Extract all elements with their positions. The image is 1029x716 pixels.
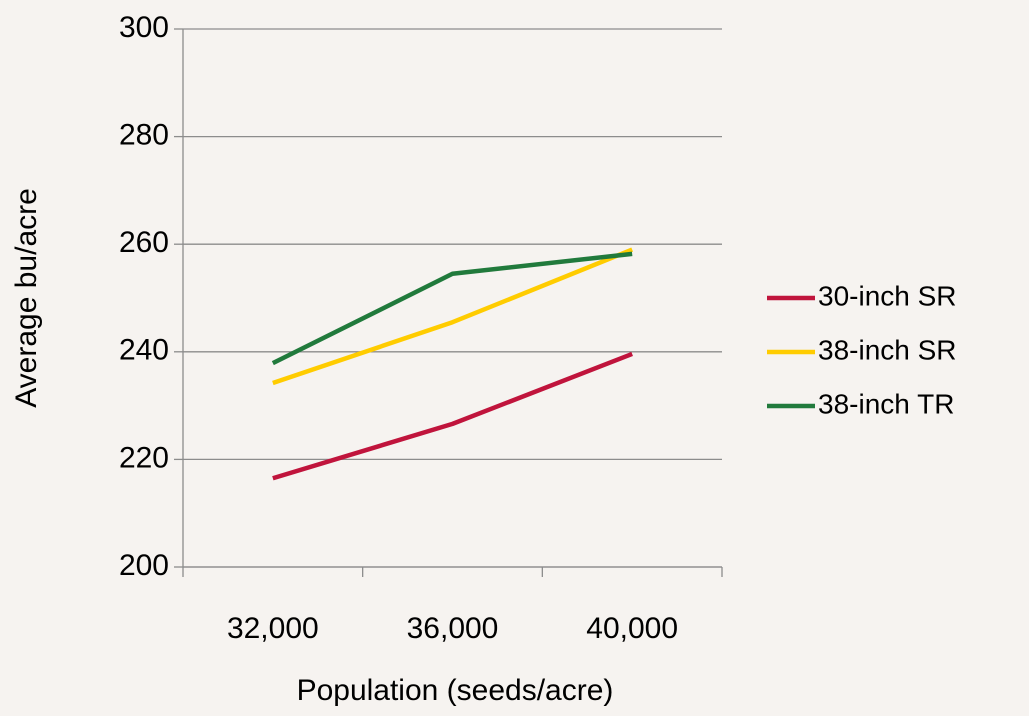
y-tick-label: 300 xyxy=(119,11,169,44)
series-line xyxy=(272,247,634,386)
series-line xyxy=(271,251,633,366)
series-line xyxy=(272,351,633,481)
legend-label: 30-inch SR xyxy=(818,280,957,311)
y-tick-label: 280 xyxy=(119,119,169,152)
x-axis-title: Population (seeds/acre) xyxy=(297,674,614,707)
legend-label: 38-inch TR xyxy=(818,388,954,419)
legend-label: 38-inch SR xyxy=(818,334,957,365)
y-tick-label: 200 xyxy=(119,549,169,582)
x-tick-label: 32,000 xyxy=(227,612,319,645)
y-axis-title: Average bu/acre xyxy=(10,188,43,408)
x-tick-label: 36,000 xyxy=(407,612,499,645)
y-tick-label: 220 xyxy=(119,441,169,474)
y-tick-label: 240 xyxy=(119,334,169,367)
y-tick-label: 260 xyxy=(119,226,169,259)
x-tick-label: 40,000 xyxy=(586,612,678,645)
